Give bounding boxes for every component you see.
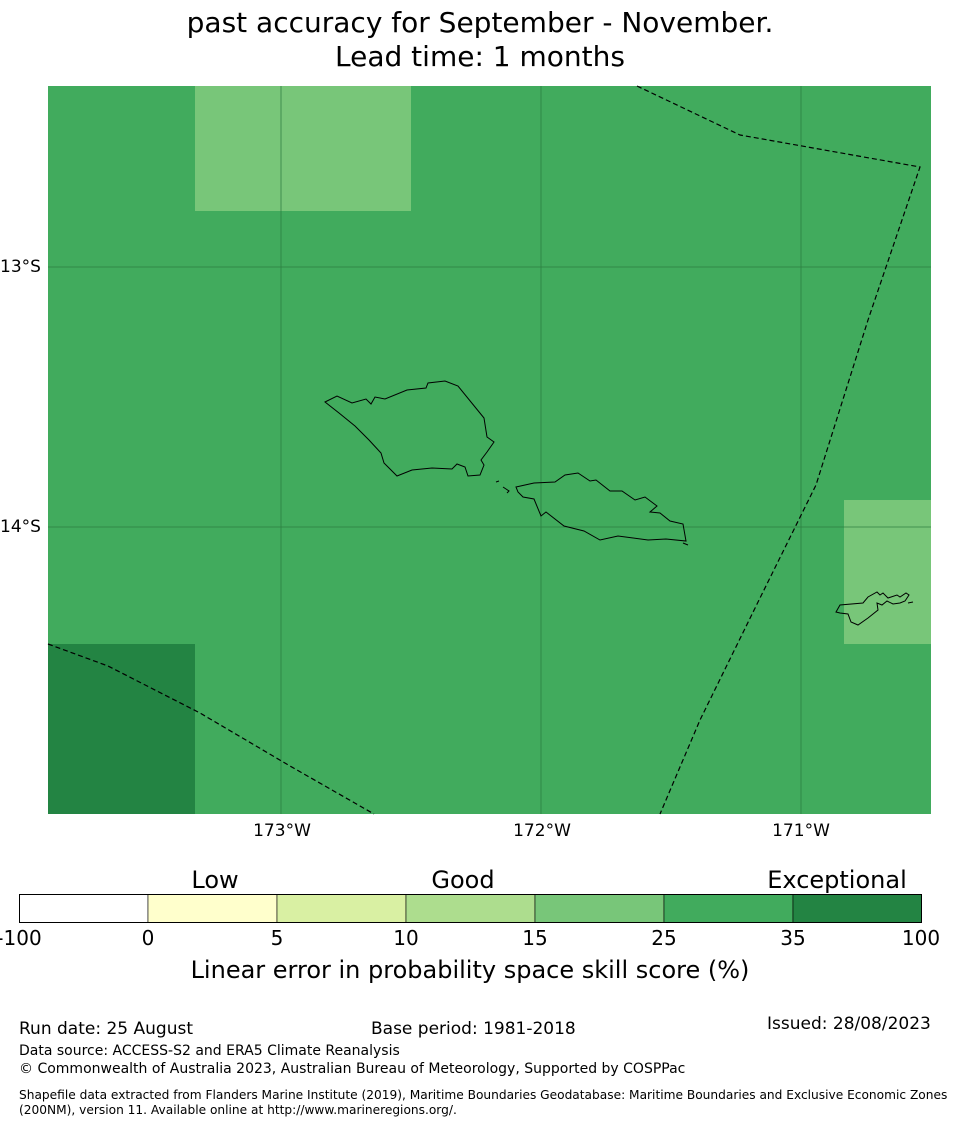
lon-label-172w: 172°W xyxy=(513,821,571,841)
coastlines xyxy=(324,380,914,626)
colorbar-swatch-neg100-0 xyxy=(19,894,149,923)
islet-nuutele xyxy=(682,542,689,546)
copyright: © Commonwealth of Australia 2023, Austra… xyxy=(19,1061,686,1077)
island-savaii xyxy=(324,380,495,477)
colorbar-swatch-35-100 xyxy=(792,894,922,923)
islet-apolima xyxy=(502,486,510,494)
graticule xyxy=(48,86,931,814)
skill-map xyxy=(47,85,931,815)
colorbar-tick: 100 xyxy=(901,926,941,950)
lat-label-14s: 14°S xyxy=(0,517,41,537)
lat-label-13s: 13°S xyxy=(0,257,41,277)
colorbar-tick: -100 xyxy=(0,926,42,950)
legend-category-low: Low xyxy=(191,866,239,894)
colorbar-tick: 15 xyxy=(522,926,548,950)
eez-boundary-southwest xyxy=(47,643,375,815)
colorbar-title: Linear error in probability space skill … xyxy=(190,956,750,984)
run-date: Run date: 25 August xyxy=(19,1019,193,1039)
lon-label-173w: 173°W xyxy=(253,821,311,841)
map-title-line-2: Lead time: 1 months xyxy=(335,40,625,73)
map-title-line-1: past accuracy for September - November. xyxy=(186,6,774,39)
colorbar-swatch-15-25 xyxy=(534,894,665,923)
legend-category-good: Good xyxy=(431,866,495,894)
skill-cell-35-100-southwest xyxy=(48,644,195,814)
shapefile-credit-line-1: Shapefile data extracted from Flanders M… xyxy=(19,1088,948,1102)
island-upolu xyxy=(515,472,687,542)
colorbar-swatch-25-35 xyxy=(663,894,794,923)
legend-category-exceptional: Exceptional xyxy=(767,866,907,894)
base-period: Base period: 1981-2018 xyxy=(371,1019,576,1039)
islet-manono xyxy=(495,480,500,483)
skill-cell-15-25-east xyxy=(844,500,931,644)
colorbar-tick: 25 xyxy=(651,926,677,950)
island-tutuila xyxy=(835,591,910,626)
skill-cell-15-25-north xyxy=(195,86,411,211)
colorbar xyxy=(19,894,922,923)
colorbar-tick: 10 xyxy=(393,926,419,950)
lon-label-171w: 171°W xyxy=(772,821,830,841)
eez-boundary-north xyxy=(636,85,921,815)
colorbar-tick: 5 xyxy=(270,926,284,950)
colorbar-tick: 0 xyxy=(141,926,155,950)
data-source: Data source: ACCESS-S2 and ERA5 Climate … xyxy=(19,1043,400,1059)
colorbar-swatch-10-15 xyxy=(405,894,536,923)
islet-aunuu xyxy=(907,601,914,604)
colorbar-tick: 35 xyxy=(780,926,806,950)
eez-boundaries xyxy=(47,85,921,815)
shapefile-credit-line-2: (200NM), version 11. Available online at… xyxy=(19,1103,457,1117)
colorbar-swatch-0-5 xyxy=(147,894,278,923)
issued-date: Issued: 28/08/2023 xyxy=(767,1014,931,1034)
colorbar-swatch-5-10 xyxy=(276,894,407,923)
